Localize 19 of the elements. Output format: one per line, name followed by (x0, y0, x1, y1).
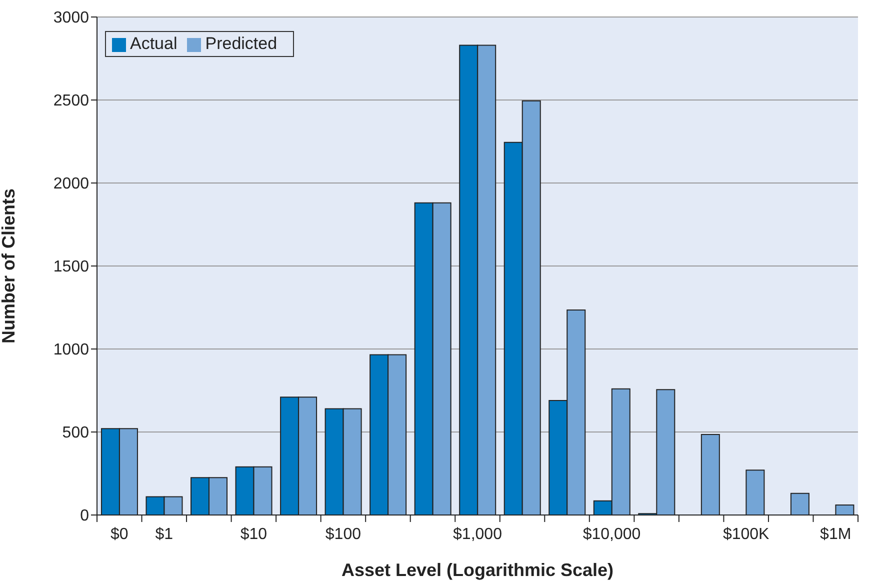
x-tick-label: $10 (240, 526, 268, 543)
x-tick-label: $1 (155, 526, 174, 543)
x-tick-label: $1M (820, 526, 852, 543)
x-tick-label: $1,000 (453, 526, 502, 543)
legend-label: Predicted (205, 34, 278, 53)
y-tick-label: 0 (80, 508, 90, 525)
y-tick-label: 2500 (53, 92, 90, 110)
y-tick-label: 3000 (53, 10, 90, 27)
x-axis-title: Asset Level (Logarithmic Scale) (341, 560, 614, 580)
x-tick-label: $100 (325, 526, 362, 543)
legend-label: Actual (130, 34, 178, 53)
x-tick-label: $100K (722, 526, 770, 543)
x-tick-label: $10,000 (582, 526, 641, 543)
y-axis-title: Number of Clients (0, 188, 18, 344)
y-tick-label: 2000 (53, 176, 90, 193)
y-tick-label: 1000 (53, 342, 90, 359)
x-tick-label: $0 (110, 526, 128, 543)
y-tick-label: 500 (62, 424, 90, 442)
y-tick-label: 1500 (53, 258, 90, 276)
